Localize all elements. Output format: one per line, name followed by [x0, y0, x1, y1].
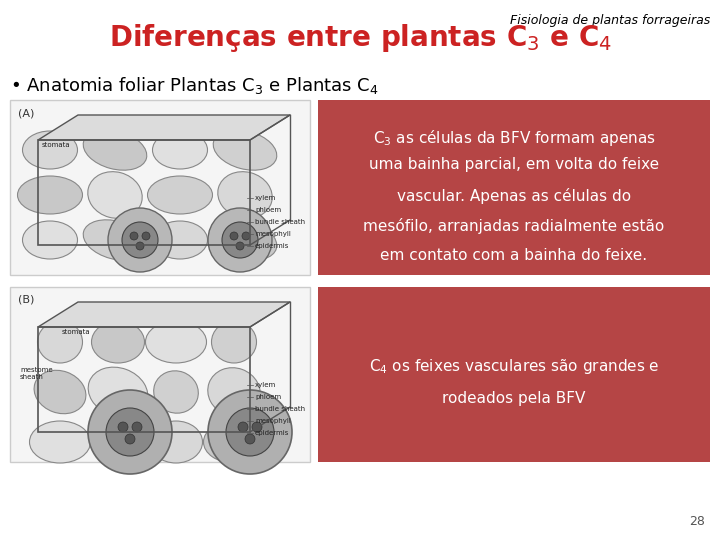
Ellipse shape — [22, 131, 78, 169]
Ellipse shape — [217, 172, 272, 218]
Ellipse shape — [30, 421, 91, 463]
Ellipse shape — [84, 220, 147, 260]
Circle shape — [106, 408, 154, 456]
Circle shape — [238, 422, 248, 432]
Text: Diferenças entre plantas C$_3$ e C$_4$: Diferenças entre plantas C$_3$ e C$_4$ — [109, 22, 611, 54]
Circle shape — [208, 208, 272, 272]
Text: 28: 28 — [689, 515, 705, 528]
Text: bundle sheath: bundle sheath — [255, 406, 305, 412]
Ellipse shape — [213, 130, 276, 170]
Text: bundle sheath: bundle sheath — [255, 219, 305, 225]
Ellipse shape — [22, 221, 78, 259]
Text: xylem: xylem — [255, 195, 276, 201]
Bar — [10, 100, 310, 275]
Ellipse shape — [204, 421, 264, 463]
Bar — [318, 287, 710, 462]
Text: rodeados pela BFV: rodeados pela BFV — [442, 392, 585, 407]
Polygon shape — [38, 302, 290, 327]
Ellipse shape — [17, 176, 83, 214]
Text: epidermis: epidermis — [255, 243, 289, 249]
Text: stomata: stomata — [62, 329, 91, 335]
Text: em contato com a bainha do feixe.: em contato com a bainha do feixe. — [380, 247, 647, 262]
Circle shape — [242, 232, 250, 240]
Circle shape — [230, 232, 238, 240]
Circle shape — [136, 242, 144, 250]
Text: (A): (A) — [18, 108, 35, 118]
Ellipse shape — [96, 421, 140, 463]
Ellipse shape — [88, 367, 148, 417]
Text: vascular. Apenas as células do: vascular. Apenas as células do — [397, 187, 631, 204]
Text: xylem: xylem — [255, 382, 276, 388]
Text: • Anatomia foliar Plantas C$_3$ e Plantas C$_4$: • Anatomia foliar Plantas C$_3$ e Planta… — [10, 75, 379, 96]
Text: (B): (B) — [18, 295, 35, 305]
Circle shape — [245, 434, 255, 444]
Circle shape — [226, 408, 274, 456]
Circle shape — [222, 222, 258, 258]
Text: C$_4$ os feixes vasculares são grandes e: C$_4$ os feixes vasculares são grandes e — [369, 357, 660, 376]
Text: mesophyll: mesophyll — [255, 418, 291, 424]
Bar — [10, 287, 310, 462]
Circle shape — [108, 208, 172, 272]
Ellipse shape — [148, 176, 212, 214]
Text: phloem: phloem — [255, 207, 281, 213]
Ellipse shape — [34, 370, 86, 414]
Circle shape — [142, 232, 150, 240]
Circle shape — [252, 422, 262, 432]
Text: phloem: phloem — [255, 394, 281, 400]
Ellipse shape — [150, 421, 202, 463]
Ellipse shape — [145, 321, 207, 363]
Polygon shape — [38, 115, 290, 140]
Circle shape — [88, 390, 172, 474]
Text: mestome
sheath: mestome sheath — [20, 367, 53, 380]
Ellipse shape — [88, 172, 143, 218]
Ellipse shape — [91, 321, 145, 363]
Circle shape — [122, 222, 158, 258]
Circle shape — [208, 390, 292, 474]
Circle shape — [236, 242, 244, 250]
Ellipse shape — [153, 371, 198, 413]
Ellipse shape — [153, 131, 207, 169]
Circle shape — [130, 232, 138, 240]
Ellipse shape — [153, 221, 207, 259]
Text: uma bainha parcial, em volta do feixe: uma bainha parcial, em volta do feixe — [369, 158, 659, 172]
Circle shape — [132, 422, 142, 432]
Text: mesophyll: mesophyll — [255, 231, 291, 237]
Ellipse shape — [212, 321, 256, 363]
Ellipse shape — [208, 368, 260, 416]
Ellipse shape — [37, 321, 83, 363]
Ellipse shape — [213, 220, 276, 260]
Circle shape — [125, 434, 135, 444]
Bar — [318, 100, 710, 275]
Text: mesófilo, arranjadas radialmente estão: mesófilo, arranjadas radialmente estão — [364, 218, 665, 233]
Text: epidermis: epidermis — [255, 430, 289, 436]
Text: stomata: stomata — [42, 142, 71, 148]
Text: Fisiologia de plantas forrageiras: Fisiologia de plantas forrageiras — [510, 14, 710, 27]
Circle shape — [118, 422, 128, 432]
Text: C$_3$ as células da BFV formam apenas: C$_3$ as células da BFV formam apenas — [372, 127, 655, 147]
Ellipse shape — [84, 130, 147, 170]
